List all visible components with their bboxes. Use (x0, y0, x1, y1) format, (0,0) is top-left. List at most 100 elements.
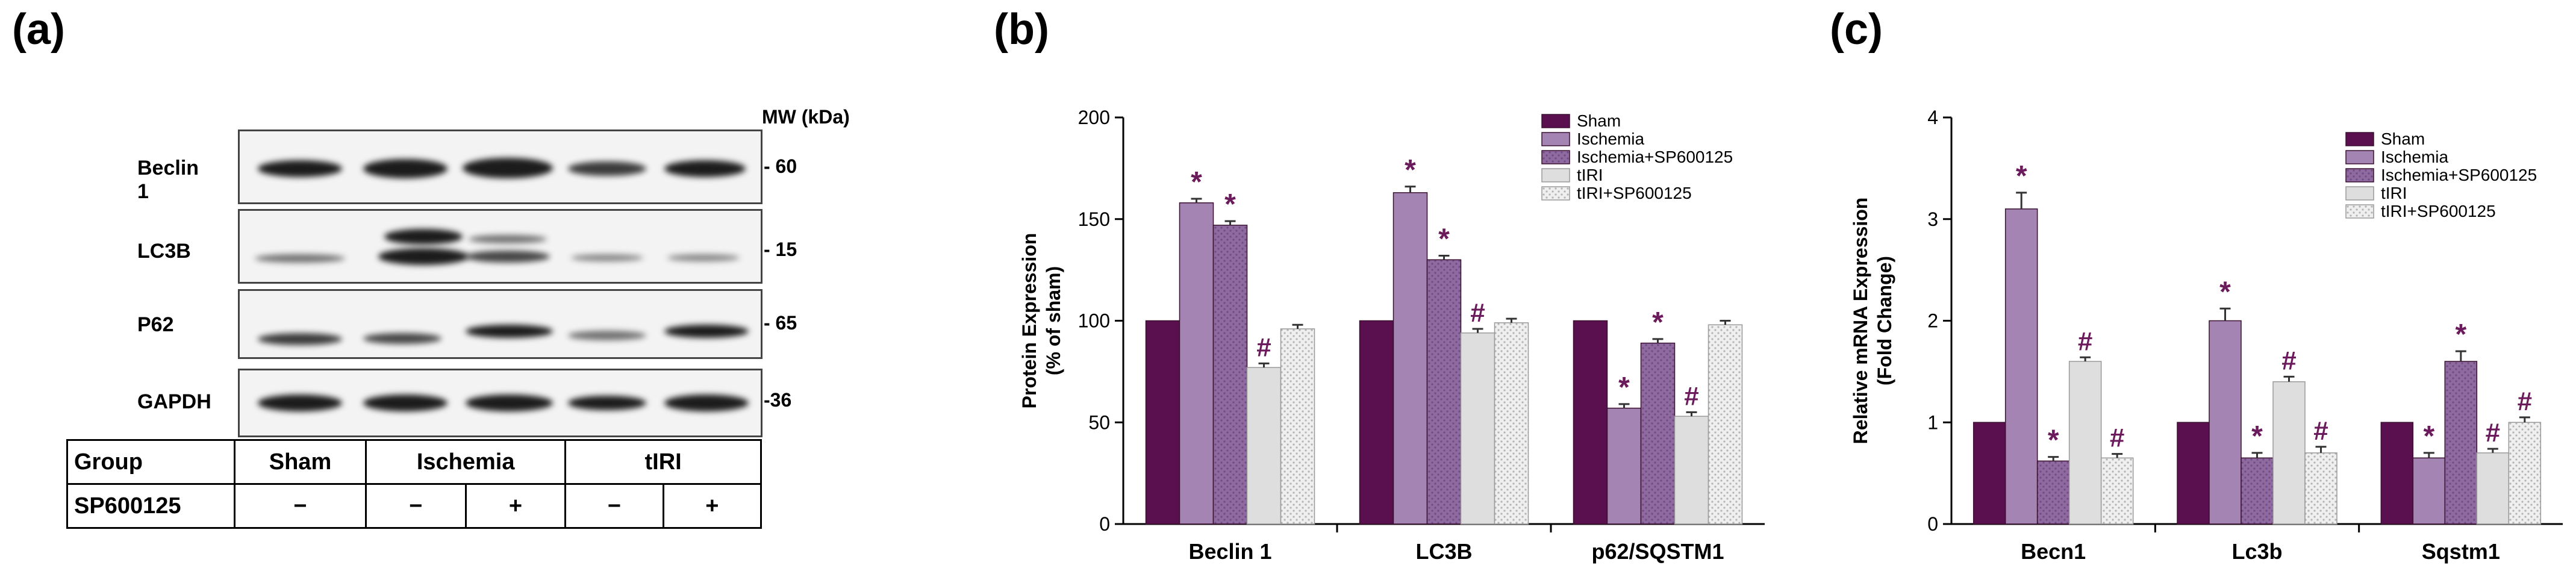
y-tick-label: 100 (1078, 310, 1110, 332)
bar (1573, 320, 1608, 525)
bar (1494, 322, 1529, 525)
blot-gapdh (238, 369, 763, 437)
bar (2476, 452, 2510, 525)
blot-label-beclin1: Beclin 1 (137, 157, 199, 203)
bar (1674, 416, 1709, 525)
bar (2444, 361, 2478, 525)
y-tick-label: 150 (1078, 208, 1110, 230)
treatment-sign: − (564, 483, 664, 529)
legend-label: tIRI (2381, 184, 2407, 202)
y-axis-label: (Fold Change) (1874, 256, 1895, 385)
blot-label-gapdh: GAPDH (137, 390, 211, 413)
significance-mark: # (2110, 423, 2124, 453)
bar (2004, 208, 2038, 525)
group-table: Group Sham Ischemia tIRI SP600125 − − + … (66, 439, 763, 529)
legend-label: Ischemia+SP600125 (1577, 148, 1733, 166)
bar (2380, 422, 2414, 525)
significance-mark: # (1684, 381, 1698, 411)
bar (1212, 225, 1248, 525)
legend-swatch (2345, 186, 2374, 201)
bar (2209, 320, 2242, 525)
bar (1179, 202, 1214, 525)
bar (1640, 342, 1676, 525)
group-tiri: tIRI (564, 439, 762, 485)
legend-swatch (2345, 168, 2374, 183)
bar (1606, 407, 1642, 525)
y-axis-label: Protein Expression (1018, 233, 1040, 409)
legend-label: Ischemia (1577, 129, 1644, 148)
blot-beclin1 (238, 129, 763, 204)
x-tick-label: Sqstm1 (2422, 539, 2500, 564)
treatment-sign: + (464, 483, 567, 529)
bar (2508, 422, 2542, 525)
treatment-sign: + (662, 483, 763, 529)
bar (2412, 457, 2446, 525)
x-tick-label: Beclin 1 (1188, 539, 1271, 564)
bar (1359, 320, 1394, 525)
y-axis-label: (% of sham) (1043, 266, 1064, 375)
y-tick-label: 50 (1088, 411, 1110, 433)
significance-mark: * (1618, 372, 1630, 404)
significance-mark: * (1224, 189, 1236, 220)
bar (2272, 381, 2306, 525)
significance-mark: # (2486, 418, 2500, 448)
bar (1280, 328, 1315, 525)
significance-mark: # (2078, 326, 2092, 356)
bar (2036, 460, 2070, 525)
legend-label: tIRI (1577, 166, 1603, 184)
mw-gapdh: -36 (764, 389, 792, 411)
panel-label-a: (a) (12, 5, 65, 54)
significance-mark: # (2281, 346, 2296, 375)
legend-swatch (2345, 204, 2374, 219)
legend-swatch (2345, 132, 2374, 146)
group-header: Group (66, 439, 235, 485)
y-tick-label: 2 (1927, 310, 1938, 332)
bar (1973, 422, 2006, 525)
bar (2177, 422, 2210, 525)
bar (1392, 192, 1428, 525)
significance-mark: * (2251, 420, 2263, 452)
y-axis-label: Relative mRNA Expression (1850, 198, 1871, 445)
significance-mark: * (2219, 276, 2231, 308)
mw-header: MW (kDa) (762, 106, 850, 128)
bar (2100, 457, 2134, 525)
treatment-header: SP600125 (66, 483, 235, 529)
legend-swatch (1541, 168, 1570, 183)
significance-mark: * (1652, 307, 1664, 339)
significance-mark: * (2423, 420, 2434, 452)
treatment-sign: − (365, 483, 467, 529)
significance-mark: * (1191, 166, 1202, 198)
group-sham: Sham (234, 439, 367, 485)
significance-mark: # (1470, 298, 1485, 328)
y-tick-label: 4 (1927, 107, 1938, 128)
protein-expression-chart: 0 50 100 150 200 Protein Expression (% of sham… (1018, 107, 1765, 564)
legend-label: tIRI+SP600125 (2381, 202, 2496, 220)
bar (1426, 259, 1462, 525)
significance-mark: # (1256, 332, 1271, 362)
legend-label: tIRI+SP600125 (1577, 184, 1692, 202)
x-tick-label: Becn1 (2021, 539, 2086, 564)
mw-lc3b: - 15 (764, 239, 797, 260)
panel-label-b: (b) (994, 5, 1049, 54)
legend-swatch (1541, 186, 1570, 201)
bar (2241, 457, 2274, 525)
legend-label: Ischemia (2381, 148, 2448, 166)
blot-lc3b (238, 209, 763, 284)
legend-swatch (1541, 114, 1570, 128)
y-tick-label: 0 (1099, 513, 1110, 535)
blot-label-lc3b: LC3B (137, 240, 191, 263)
group-ischemia: Ischemia (364, 439, 567, 485)
legend-label: Sham (1577, 111, 1621, 130)
legend-swatch (1541, 150, 1570, 164)
legend-label: Ischemia+SP600125 (2381, 166, 2537, 184)
legend-swatch (1541, 132, 1570, 146)
bar (1460, 332, 1495, 525)
panel-label-c: (c) (1830, 5, 1883, 54)
y-tick-label: 0 (1927, 513, 1938, 535)
mw-p62: - 65 (764, 312, 797, 334)
bar (2068, 361, 2102, 525)
significance-mark: * (2048, 425, 2059, 457)
significance-mark: # (2313, 416, 2328, 446)
bar (1145, 320, 1180, 525)
x-tick-label: p62/SQSTM1 (1591, 539, 1724, 564)
